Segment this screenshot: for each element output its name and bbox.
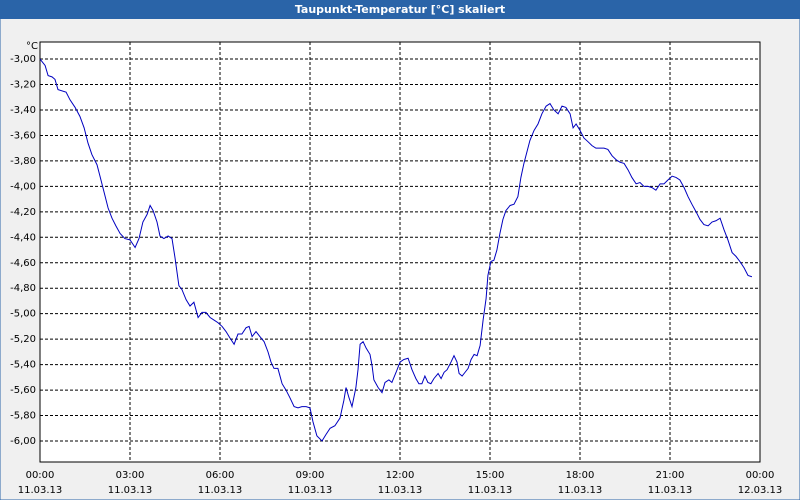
x-tick-label: 18:00 (566, 470, 595, 481)
x-tick-date: 11.03.13 (198, 485, 243, 496)
y-tick-label: -3,20 (10, 80, 36, 91)
y-tick-label: -3,80 (10, 156, 36, 167)
y-tick-label: -4,40 (10, 232, 36, 243)
y-tick-label: -5,00 (10, 309, 36, 320)
plot-border (39, 41, 761, 463)
x-tick-date: 11.03.13 (468, 485, 513, 496)
x-tick-label: 06:00 (206, 470, 235, 481)
x-tick-date: 11.03.13 (288, 485, 333, 496)
data-line (39, 58, 753, 442)
y-tick-label: -6,00 (10, 436, 36, 447)
x-tick-date: 11.03.13 (648, 485, 693, 496)
x-tick-date: 11.03.13 (558, 485, 603, 496)
chart-title: Taupunkt-Temperatur [°C] skaliert (295, 3, 505, 16)
x-tick-label: 00:00 (746, 470, 775, 481)
y-axis-unit: °C (26, 41, 38, 52)
x-tick-date: 11.03.13 (18, 485, 63, 496)
x-tick-label: 00:00 (26, 470, 55, 481)
y-tick-label: -4,00 (10, 181, 36, 192)
x-tick-label: 15:00 (476, 470, 505, 481)
y-tick-label: -3,40 (10, 105, 36, 116)
y-tick-label: -4,80 (10, 283, 36, 294)
x-tick-label: 03:00 (116, 470, 145, 481)
y-tick-label: -4,60 (10, 258, 36, 269)
x-tick-date: 12.03.13 (738, 485, 783, 496)
y-tick-label: -5,80 (10, 411, 36, 422)
y-tick-label: -5,60 (10, 385, 36, 396)
y-tick-label: -5,20 (10, 334, 36, 345)
y-tick-label: -4,20 (10, 207, 36, 218)
x-tick-label: 21:00 (656, 470, 685, 481)
x-tick-date: 11.03.13 (108, 485, 153, 496)
x-tick-label: 09:00 (296, 470, 325, 481)
y-tick-label: -3,00 (10, 54, 36, 65)
y-tick-label: -5,40 (10, 360, 36, 371)
y-tick-label: -3,60 (10, 130, 36, 141)
title-bar (0, 0, 800, 19)
x-tick-label: 12:00 (386, 470, 415, 481)
x-tick-date: 11.03.13 (378, 485, 423, 496)
